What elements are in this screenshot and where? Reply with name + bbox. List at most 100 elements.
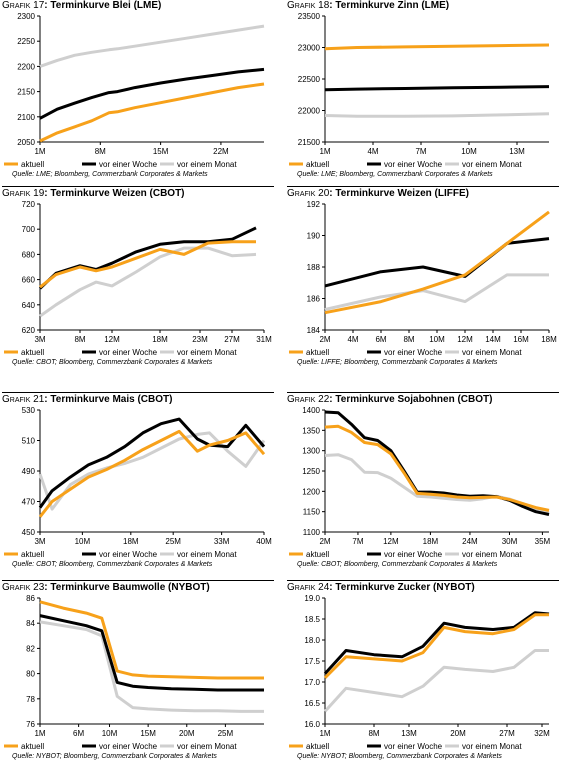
legend-label: vor einem Monat [177,348,237,357]
legend-label: vor einer Woche [384,550,443,559]
x-tick-label: 12M [383,537,399,546]
y-tick-label: 1250 [302,467,320,476]
chart-number: Grafik 18 [287,0,330,11]
chart-number: Grafik 23 [2,582,45,593]
legend-label: vor einem Monat [462,550,522,559]
y-tick-label: 1350 [302,426,320,435]
legend-label: aktuell [306,550,329,559]
y-tick-label: 2300 [17,12,35,21]
x-tick-label: 3M [34,537,45,546]
x-tick-label: 8M [74,335,85,344]
y-tick-label: 22000 [298,107,321,116]
chart-panel: Grafik 20: Terminkurve Weizen (LIFFE) 192… [287,188,562,378]
x-tick-label: 8M [403,335,414,344]
x-tick-label: 10M [461,147,477,156]
legend-label: aktuell [21,742,44,751]
legend-label: aktuell [306,348,329,357]
panel-separator [287,186,559,187]
chart-panel: Grafik 19: Terminkurve Weizen (CBOT) 720 7… [2,188,277,378]
x-tick-label: 3M [34,335,45,344]
panel-separator [2,580,274,581]
y-tick-label: 2200 [17,62,35,71]
legend-label: aktuell [21,160,44,169]
series-line [39,82,265,143]
x-tick-label: 20M [179,729,195,738]
chart-panel: Grafik 22: Terminkurve Sojabohnen (CBOT)… [287,394,562,584]
y-tick-label: 84 [26,619,35,628]
series-line [324,43,550,51]
chart-number: Grafik 20 [287,188,330,199]
x-tick-label: 4M [367,147,378,156]
y-tick-label: 2150 [17,88,35,97]
x-tick-label: 8M [368,729,379,738]
x-tick-label: 7M [415,147,426,156]
y-tick-label: 21500 [298,138,321,147]
panel-separator [2,186,274,187]
x-tick-label: 27M [499,729,515,738]
x-tick-label: 40M [256,537,272,546]
y-tick-label: 530 [22,406,36,415]
x-tick-label: 15M [153,147,169,156]
chart-source: Quelle: NYBOT; Bloomberg, Commerzbank Co… [12,753,217,760]
x-tick-label: 6M [73,729,84,738]
y-tick-label: 1200 [302,487,320,496]
legend-label: aktuell [21,348,44,357]
y-tick-label: 78 [26,695,35,704]
chart-source: Quelle: CBOT; Bloomberg, Commerzbank Cor… [12,561,213,568]
x-tick-label: 23M [192,335,208,344]
chart-number: Grafik 17 [2,0,45,11]
series-line [38,429,266,518]
y-tick-label: 510 [22,437,36,446]
chart-number: Grafik 19 [2,188,45,199]
y-tick-label: 80 [26,670,35,679]
y-tick-label: 17.5 [304,657,320,666]
chart-panel: Grafik 24: Terminkurve Zucker (NYBOT) 19.… [287,582,562,772]
series-line [38,431,266,511]
x-tick-label: 33M [214,537,230,546]
y-tick-label: 184 [307,326,321,335]
legend-label: aktuell [306,742,329,751]
chart-panel: Grafik 18: Terminkurve Zinn (LME) 23500 23… [287,0,562,190]
x-tick-label: 18M [541,335,557,344]
chart-source: Quelle: CBOT; Bloomberg, Commerzbank Cor… [12,359,213,366]
legend-label: vor einem Monat [462,742,522,751]
chart-title: Grafik 18: Terminkurve Zinn (LME) [287,0,449,11]
y-tick-label: 188 [307,263,321,272]
chart-source: Quelle: LME; Bloomberg, Commerzbank Corp… [297,171,493,178]
series-line [323,611,550,675]
chart-title-text: : Terminkurve Mais (CBOT) [44,394,173,405]
x-tick-label: 8M [95,147,106,156]
chart-number: Grafik 21 [2,394,45,405]
chart-title-text: : Terminkurve Sojabohnen (CBOT) [329,394,493,405]
legend-label: vor einer Woche [384,742,443,751]
series-line [38,417,266,509]
y-tick-label: 16.5 [304,699,320,708]
y-tick-label: 17.0 [304,678,320,687]
panel-separator [287,392,559,393]
legend-label: vor einer Woche [99,742,158,751]
y-tick-label: 23000 [298,44,321,53]
x-tick-label: 35M [535,537,551,546]
y-tick-label: 192 [307,200,321,209]
series-line [324,273,549,311]
y-tick-label: 18.0 [304,636,320,645]
x-tick-label: 1M [319,729,330,738]
y-tick-label: 660 [22,276,36,285]
x-tick-label: 30M [502,537,518,546]
legend-label: vor einer Woche [384,348,443,357]
y-tick-label: 186 [307,295,321,304]
y-tick-label: 2050 [17,138,35,147]
x-tick-label: 10M [75,537,91,546]
series-line [39,600,264,680]
x-tick-label: 25M [218,729,234,738]
chart-title-text: : Terminkurve Blei (LME) [44,0,162,11]
series-line [323,613,549,679]
y-tick-label: 1150 [303,508,321,517]
chart-number: Grafik 22 [287,394,330,405]
x-tick-label: 1M [34,147,45,156]
series-line [323,649,549,713]
series-line [38,226,257,290]
